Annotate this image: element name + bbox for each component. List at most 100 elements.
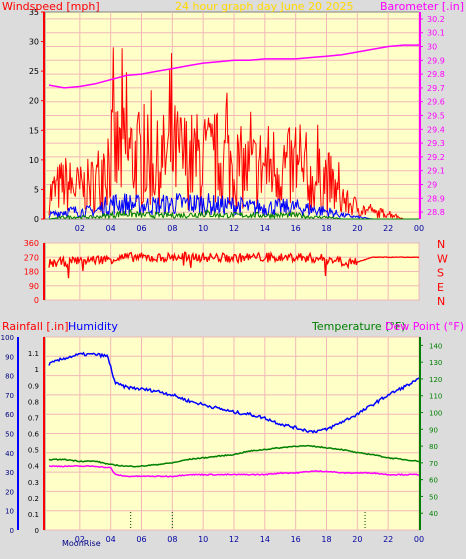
x-tick-label: 08: [167, 224, 177, 233]
rainfall-tick-label: 0.7: [28, 414, 39, 422]
humidity-series: [48, 351, 420, 434]
temp-humidity-axes: 02 04 06 08 10 12 14 16 18 20 22 000102030405060708…: [1, 334, 443, 544]
temperature-tick-label: 80: [429, 443, 438, 451]
direction-tick-label: 0: [34, 296, 39, 305]
windspeed-tick-label: 30: [29, 38, 39, 47]
humidity-tick-label: 90: [5, 353, 14, 361]
x-tick-label: 06: [136, 224, 146, 233]
chart-title: 24 hour graph day June 20 2025: [175, 0, 354, 13]
dewpoint-series: [49, 464, 419, 478]
windspeed-gust-series: [48, 47, 419, 220]
humidity-tick-label: 10: [5, 508, 14, 516]
direction-tick-label: 180: [24, 268, 39, 277]
rainfall-tick-label: 0: [35, 527, 39, 535]
x-tick-label: 10: [198, 535, 208, 544]
x-tick-label: 08: [167, 535, 177, 544]
direction-tick-label: 270: [24, 253, 39, 262]
temperature-tick-label: 100: [429, 410, 442, 418]
rainfall-tick-label: 0.6: [28, 431, 40, 439]
windspeed-tick-label: 20: [29, 97, 39, 106]
windspeed-tick-label: 35: [29, 8, 39, 17]
humidity-tick-label: 60: [5, 411, 14, 419]
humidity-tick-label: 20: [5, 488, 14, 496]
x-tick-label: 16: [291, 224, 301, 233]
rainfall-tick-label: 0.5: [28, 447, 39, 455]
humidity-tick-label: 30: [5, 469, 14, 477]
x-tick-label: 14: [260, 535, 270, 544]
x-tick-label: 22: [383, 224, 393, 233]
compass-label-w: W: [437, 252, 448, 265]
barometer-tick-label: 29.7: [427, 84, 445, 93]
x-tick-label: 02: [75, 224, 85, 233]
barometer-tick-label: 29.3: [427, 139, 445, 148]
barometer-tick-label: 29.6: [427, 98, 445, 107]
windspeed-tick-label: 25: [29, 67, 39, 76]
temp-humidity-grid: [45, 336, 420, 531]
wind-barometer-series: [48, 44, 419, 221]
temperature-tick-label: 60: [429, 477, 438, 485]
rainfall-tick-label: 0.9: [28, 382, 39, 390]
humidity-tick-label: 70: [5, 392, 14, 400]
rainfall-tick-label: 0.8: [28, 398, 39, 406]
humidity-tick-label: 50: [5, 431, 14, 439]
rainfall-axis-title: Rainfall [.in]: [2, 320, 69, 333]
barometer-tick-label: 28.9: [427, 194, 445, 203]
windspeed-axis-title: Windspeed [mph]: [2, 0, 100, 13]
temperature-tick-label: 90: [429, 426, 438, 434]
temperature-tick-label: 120: [429, 376, 442, 384]
barometer-series: [48, 44, 419, 89]
x-tick-label: 22: [383, 535, 393, 544]
x-tick-label: 20: [352, 535, 362, 544]
wind-direction-series: [48, 250, 420, 279]
rainfall-tick-label: 0.2: [28, 495, 39, 503]
barometer-tick-label: 30.2: [427, 15, 445, 24]
rainfall-tick-label: 0.3: [28, 479, 39, 487]
x-tick-label: 06: [136, 535, 146, 544]
wind-direction-series: [48, 250, 420, 279]
x-tick-label: 04: [106, 224, 116, 233]
x-tick-label: 18: [321, 535, 331, 544]
temp-humidity-series: [48, 351, 420, 478]
rainfall-tick-label: 0.4: [28, 463, 40, 471]
windspeed-minimum-series: [48, 208, 419, 221]
rainfall-tick-label: 0.1: [28, 511, 39, 519]
direction-tick-label: 360: [24, 239, 39, 248]
windspeed-average-series: [48, 192, 419, 220]
barometer-tick-label: 30: [427, 43, 437, 52]
rainfall-tick-label: 1: [35, 366, 39, 374]
humidity-axis-title: Humidity: [68, 320, 118, 333]
barometer-axis-title: Barometer [.in]: [380, 0, 464, 13]
temperature-series: [48, 444, 420, 468]
rainfall-tick-label: 1.1: [28, 350, 39, 358]
barometer-tick-label: 30.1: [427, 29, 445, 38]
moonrise-label: MoonRise: [62, 539, 101, 548]
dewpoint-axis-title: Dew Point (°F): [385, 320, 464, 333]
direction-tick-label: 90: [29, 282, 39, 291]
compass-label-s: S: [437, 267, 444, 280]
temperature-tick-label: 130: [429, 359, 442, 367]
barometer-tick-label: 29.8: [427, 70, 445, 79]
x-tick-label: 00: [414, 535, 424, 544]
barometer-tick-label: 29.1: [427, 167, 445, 176]
compass-label-e: E: [437, 281, 444, 294]
compass-label-n: N: [437, 238, 445, 251]
barometer-tick-label: 29.2: [427, 153, 445, 162]
temperature-tick-label: 140: [429, 342, 442, 350]
windspeed-tick-label: 10: [29, 156, 39, 165]
x-tick-label: 18: [321, 224, 331, 233]
windspeed-tick-label: 5: [34, 185, 39, 194]
temperature-tick-label: 40: [429, 510, 438, 518]
barometer-tick-label: 28.8: [427, 208, 445, 217]
x-tick-label: 14: [260, 224, 270, 233]
x-tick-label: 00: [414, 224, 424, 233]
x-tick-label: 16: [291, 535, 301, 544]
x-tick-label: 20: [352, 224, 362, 233]
humidity-tick-label: 40: [5, 450, 14, 458]
temperature-tick-label: 70: [429, 460, 438, 468]
x-tick-label: 12: [229, 535, 239, 544]
barometer-tick-label: 29.4: [427, 125, 445, 134]
humidity-tick-label: 100: [1, 334, 14, 342]
